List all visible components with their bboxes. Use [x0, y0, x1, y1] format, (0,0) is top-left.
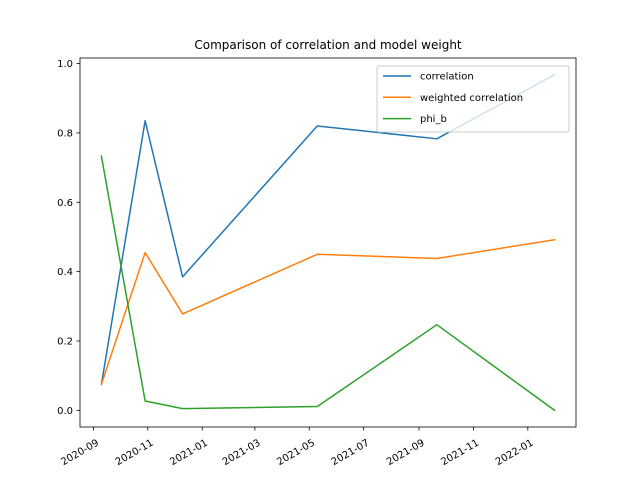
- x-tick-label: 2021-01: [168, 438, 210, 468]
- y-axis: 0.0 0.2 0.4 0.6 0.8 1.0: [57, 59, 80, 417]
- x-axis: 2020-09 2020-11 2021-01 2021-03 2021-05 2021-…: [59, 427, 536, 468]
- x-tick-label: 2020-09: [59, 438, 101, 468]
- series-line-phi-b: [100, 155, 556, 412]
- x-tick-label: 2021-07: [330, 438, 372, 468]
- y-tick-label: 0.2: [57, 336, 73, 347]
- chart-title: Comparison of correlation and model weig…: [194, 38, 462, 52]
- series-line-weighted-correlation: [100, 238, 556, 386]
- x-tick-label: 2020-11: [114, 438, 156, 468]
- legend-box: [376, 65, 570, 133]
- legend-label: correlation: [420, 72, 474, 83]
- x-tick-label: 2021-11: [439, 438, 481, 468]
- legend: correlation weighted correlation phi_b: [376, 65, 570, 133]
- x-tick-label: 2021-05: [275, 438, 317, 468]
- y-tick-label: 0.0: [57, 406, 73, 417]
- y-tick-label: 0.8: [57, 128, 73, 139]
- x-tick-label: 2021-03: [221, 438, 263, 468]
- legend-label: phi_b: [420, 114, 447, 125]
- x-tick-label: 2022-01: [494, 438, 536, 468]
- x-tick-label: 2021-09: [385, 438, 427, 468]
- y-tick-label: 0.6: [57, 198, 73, 209]
- axes-frame: [79, 57, 577, 428]
- legend-label: weighted correlation: [420, 93, 523, 104]
- y-tick-label: 1.0: [57, 59, 73, 70]
- y-tick-label: 0.4: [57, 267, 73, 278]
